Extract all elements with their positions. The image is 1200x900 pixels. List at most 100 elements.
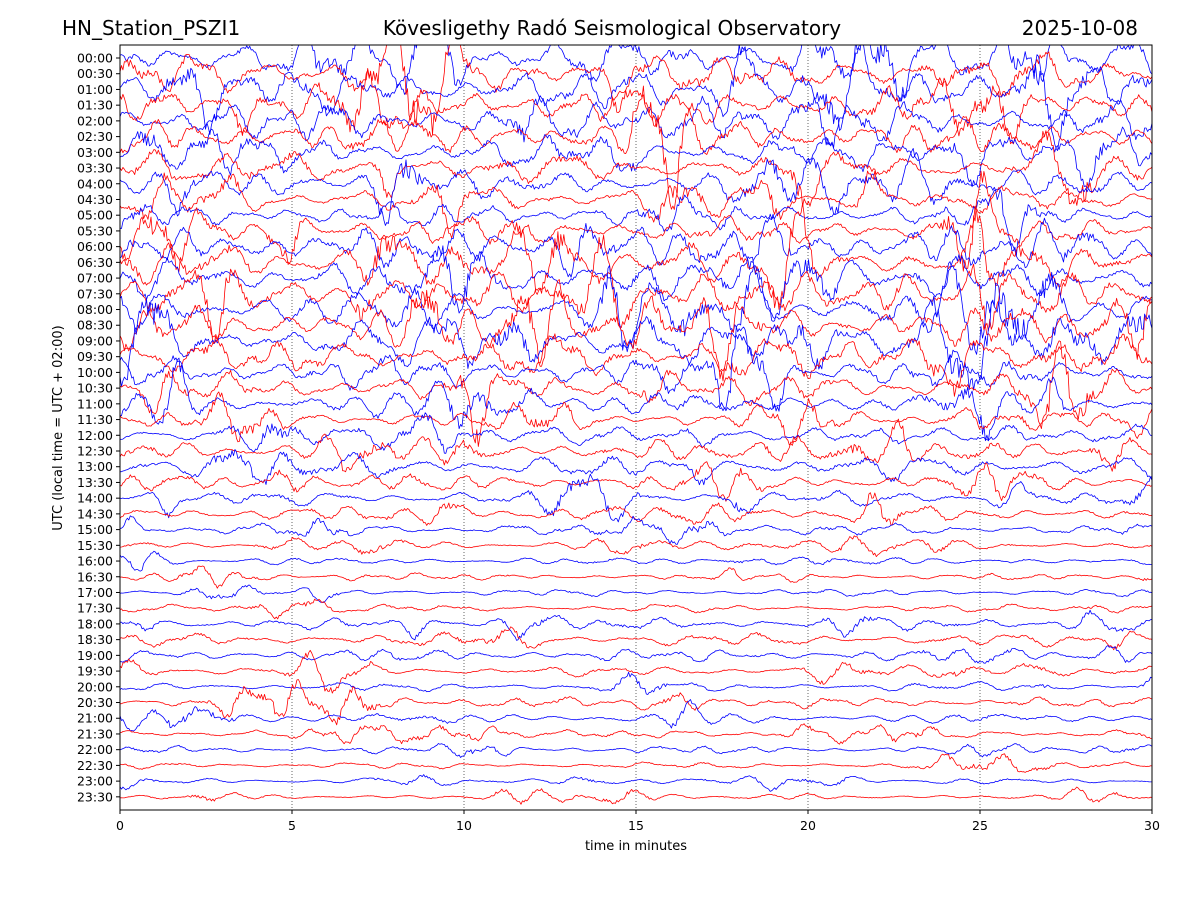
trace-2330 [120, 786, 1152, 805]
trace-1930 [120, 649, 1152, 694]
y-tick-label-7: 03:30 [77, 161, 113, 176]
y-tick-label-17: 08:30 [77, 318, 113, 333]
trace-2200 [120, 743, 1152, 758]
trace-0830 [120, 279, 1152, 382]
x-tick-label-1: 5 [288, 818, 296, 833]
trace-1200 [120, 412, 1152, 454]
trace-1900 [120, 645, 1152, 664]
trace-2230 [120, 753, 1152, 773]
x-tick-label-3: 15 [628, 818, 644, 833]
y-tick-label-47: 23:30 [77, 789, 113, 804]
trace-1800 [120, 609, 1152, 641]
trace-0630 [120, 202, 1152, 310]
trace-1700 [120, 584, 1152, 603]
trace-0200 [120, 95, 1152, 149]
y-tick-label-19: 09:30 [77, 349, 113, 364]
y-tick-label-25: 12:30 [77, 444, 113, 459]
chart-date: 2025-10-08 [1022, 16, 1138, 40]
trace-1330 [120, 461, 1152, 502]
y-tick-label-6: 03:00 [77, 145, 113, 160]
y-tick-label-37: 18:30 [77, 632, 113, 647]
y-tick-label-40: 20:00 [77, 679, 113, 694]
y-tick-label-18: 09:00 [77, 333, 113, 348]
trace-1430 [120, 492, 1152, 526]
y-tick-label-30: 15:00 [77, 522, 113, 537]
trace-1400 [120, 473, 1152, 523]
trace-2300 [120, 774, 1152, 792]
x-tick-label-0: 0 [116, 818, 124, 833]
y-tick-label-33: 16:30 [77, 569, 113, 584]
y-tick-label-36: 18:00 [77, 616, 113, 631]
trace-0700 [120, 245, 1152, 322]
grid-lines [291, 45, 981, 810]
y-axis-ticks: 00:0000:3001:0001:3002:0002:3003:0003:30… [77, 51, 120, 804]
trace-0130 [120, 69, 1152, 145]
x-tick-label-5: 25 [972, 818, 988, 833]
y-tick-label-4: 02:00 [77, 113, 113, 128]
y-tick-label-41: 20:30 [77, 695, 113, 710]
y-tick-label-29: 14:30 [77, 506, 113, 521]
trace-0430 [120, 170, 1152, 239]
trace-1230 [120, 418, 1152, 473]
trace-1500 [120, 515, 1152, 545]
y-tick-label-23: 11:30 [77, 412, 113, 427]
chart-title: Kövesligethy Radó Seismological Observat… [383, 16, 841, 40]
trace-0230 [120, 85, 1152, 210]
y-tick-label-13: 06:30 [77, 255, 113, 270]
y-tick-label-3: 01:30 [77, 98, 113, 113]
trace-1830 [120, 626, 1152, 651]
y-tick-label-0: 00:00 [77, 51, 113, 66]
trace-0600 [120, 213, 1152, 278]
y-tick-label-12: 06:00 [77, 239, 113, 254]
x-tick-label-4: 20 [800, 818, 816, 833]
y-tick-label-34: 17:00 [77, 585, 113, 600]
y-tick-label-42: 21:00 [77, 711, 113, 726]
y-tick-label-32: 16:00 [77, 554, 113, 569]
trace-0930 [120, 333, 1152, 397]
y-tick-label-5: 02:30 [77, 129, 113, 144]
trace-1730 [120, 598, 1152, 620]
y-tick-label-15: 07:30 [77, 286, 113, 301]
y-tick-label-45: 22:30 [77, 758, 113, 773]
trace-1600 [120, 550, 1152, 572]
x-axis-ticks: 0 5 10 15 20 25 30 [116, 810, 1160, 833]
station-name: HN_Station_PSZI1 [62, 16, 240, 40]
trace-0730 [120, 234, 1152, 345]
trace-0030 [120, 45, 1152, 135]
y-tick-label-35: 17:30 [77, 601, 113, 616]
y-tick-label-39: 19:30 [77, 664, 113, 679]
trace-0330 [120, 130, 1152, 207]
y-axis-label: UTC (local time = UTC + 02:00) [51, 325, 66, 530]
y-tick-label-24: 12:00 [77, 428, 113, 443]
y-tick-label-14: 07:00 [77, 271, 113, 286]
y-tick-label-1: 00:30 [77, 66, 113, 81]
trace-0100 [120, 45, 1152, 151]
y-tick-label-46: 23:00 [77, 774, 113, 789]
trace-1130 [120, 391, 1152, 446]
y-tick-label-16: 08:00 [77, 302, 113, 317]
trace-2100 [120, 699, 1152, 732]
trace-2130 [120, 723, 1152, 745]
y-tick-label-11: 05:30 [77, 223, 113, 238]
y-tick-label-26: 13:00 [77, 459, 113, 474]
seismic-traces [120, 45, 1152, 805]
trace-0500 [120, 189, 1152, 256]
trace-2030 [120, 679, 1152, 726]
x-tick-label-2: 10 [456, 818, 472, 833]
y-tick-label-10: 05:00 [77, 208, 113, 223]
trace-1300 [120, 449, 1152, 486]
y-tick-label-20: 10:00 [77, 365, 113, 380]
trace-1100 [120, 357, 1152, 442]
y-tick-label-31: 15:30 [77, 538, 113, 553]
y-tick-label-28: 14:00 [77, 491, 113, 506]
y-tick-label-38: 19:00 [77, 648, 113, 663]
trace-0400 [120, 148, 1152, 226]
y-tick-label-44: 22:00 [77, 742, 113, 757]
y-tick-label-9: 04:30 [77, 192, 113, 207]
trace-0900 [120, 295, 1152, 391]
x-axis-label: time in minutes [585, 839, 687, 854]
trace-1630 [120, 565, 1152, 589]
y-tick-label-8: 04:00 [77, 176, 113, 191]
trace-1530 [120, 535, 1152, 557]
